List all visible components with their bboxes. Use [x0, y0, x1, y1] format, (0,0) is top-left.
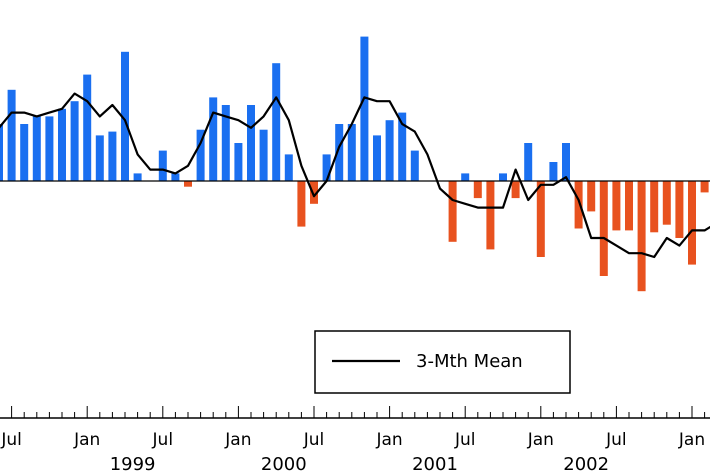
x-tick-label: Jul: [454, 430, 476, 450]
bar-2000-03: [259, 129, 268, 181]
bar-1999-02: [95, 135, 104, 181]
bar-2003-01: [688, 181, 696, 265]
bar-2001-10: [499, 173, 507, 181]
bar-1999-01: [83, 74, 92, 181]
bar-2000-06: [297, 181, 306, 227]
bar-2002-06: [599, 181, 608, 276]
bar-2002-09: [637, 181, 646, 292]
x-tick-label: Jan: [73, 430, 100, 450]
bar-2002-08: [625, 181, 633, 231]
bar-1999-12: [221, 105, 230, 181]
bar-2001-12: [524, 143, 533, 181]
bar-2001-01: [385, 120, 394, 181]
year-label-2001: 2001: [412, 454, 458, 473]
bar-2002-03: [562, 143, 570, 181]
x-tick-label: Jul: [605, 430, 627, 450]
year-label-1999: 1999: [110, 454, 156, 473]
bar-1999-07: [158, 150, 167, 181]
bar-1999-10: [196, 129, 205, 181]
year-label-2002: 2002: [563, 454, 609, 473]
bar-1998-12: [70, 101, 79, 181]
bar-1998-09: [32, 116, 41, 181]
year-labels-layer: 19981999200020012002: [110, 454, 609, 473]
bar-1998-11: [58, 108, 66, 181]
bars-layer: [0, 36, 709, 292]
bar-1999-04: [121, 51, 129, 181]
bar-1998-07: [7, 89, 16, 181]
bar-1998-10: [45, 116, 54, 181]
x-tick-label: Jul: [152, 430, 174, 450]
bar-2003-02: [700, 181, 709, 193]
bar-2001-08: [473, 181, 482, 199]
x-tick-label: Jul: [0, 430, 22, 450]
bar-2002-12: [675, 181, 684, 238]
bar-2000-01: [234, 143, 243, 181]
three-month-mean-line: [0, 92, 710, 259]
bar-2000-10: [347, 124, 356, 181]
x-tick-label: Jan: [224, 430, 251, 450]
legend-label: 3-Mth Mean: [416, 351, 523, 372]
bar-2000-05: [284, 154, 293, 181]
bar-1998-06: [0, 124, 3, 181]
bar-1999-08: [171, 173, 180, 181]
bar-1998-08: [20, 124, 29, 181]
bar-2001-11: [511, 181, 520, 199]
x-tick-labels-layer: Jul Jan Jul Jan Jul Jan Jul Jan Jul Jan: [0, 430, 705, 450]
bar-2002-10: [650, 181, 659, 233]
bar-2000-09: [335, 124, 344, 181]
x-ticks-layer: [11, 406, 706, 418]
legend: 3-Mth Mean: [314, 330, 571, 394]
year-label-2000: 2000: [261, 454, 307, 473]
bar-1999-03: [108, 131, 117, 181]
bar-2002-02: [549, 162, 558, 181]
x-tick-label: Jan: [375, 430, 402, 450]
bar-2001-03: [410, 150, 419, 181]
bar-2002-11: [662, 181, 671, 225]
bar-1999-05: [133, 173, 142, 181]
bar-2002-07: [612, 181, 621, 231]
bar-2002-04: [574, 181, 583, 229]
bar-1999-09: [184, 181, 192, 187]
x-tick-label: Jan: [527, 430, 554, 450]
bar-2002-05: [587, 181, 596, 212]
bar-2000-08: [322, 154, 331, 181]
bar-2000-11: [360, 36, 369, 181]
bar-2000-02: [247, 105, 255, 181]
bar-2001-06: [448, 181, 457, 242]
bar-2000-12: [373, 135, 381, 181]
bar-2001-02: [398, 112, 407, 181]
bar-2000-07: [310, 181, 318, 204]
x-tick-label: Jan: [678, 430, 705, 450]
x-tick-label: Jul: [303, 430, 325, 450]
bar-2002-01: [536, 181, 545, 257]
bar-2000-04: [272, 63, 281, 182]
bar-2001-07: [461, 173, 470, 181]
bar-1999-11: [209, 97, 218, 181]
bar-2001-09: [486, 181, 495, 250]
